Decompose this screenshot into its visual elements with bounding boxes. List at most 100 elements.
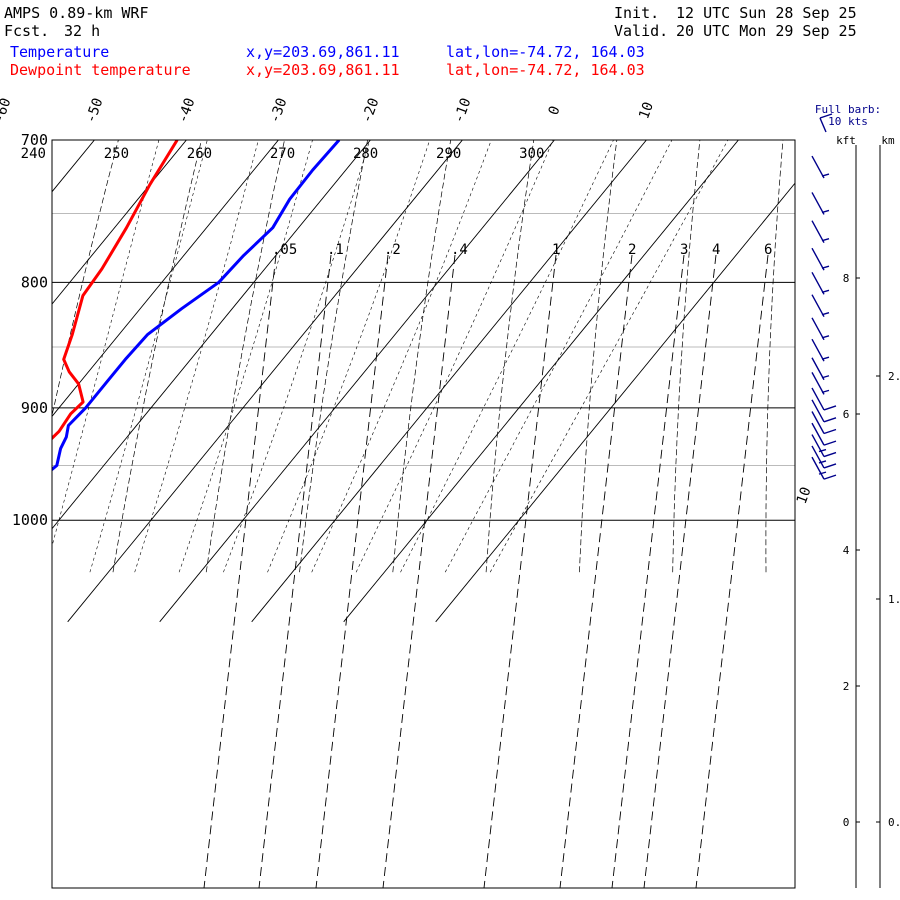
isotherm-label--40: -40 xyxy=(175,96,199,125)
moist-adiabat-20 xyxy=(400,140,614,573)
isotherm-label--20: -20 xyxy=(359,96,383,125)
wind-barb-720 xyxy=(811,155,830,179)
moist-adiabat-30 xyxy=(489,140,729,573)
dewpoint-profile xyxy=(52,140,179,441)
pressure-label-700: 700 xyxy=(21,131,48,149)
dry-adiabat-label-240: 240 xyxy=(21,146,46,162)
moist-adiabat--20 xyxy=(52,140,160,548)
mixing-ratio-line-.05 xyxy=(203,254,277,888)
wind-barb-803 xyxy=(811,271,830,295)
isotherm-30 xyxy=(435,182,795,623)
chart-header: AMPS 0.89-km WRF Fcst. 32 h Init. 12 UTC… xyxy=(0,0,900,90)
mixing-ratio-line-1 xyxy=(483,254,557,888)
dry-adiabat-label-280: 280 xyxy=(353,146,378,162)
dry-adiabat-300 xyxy=(485,140,535,573)
pressure-label-800: 800 xyxy=(21,273,48,291)
dry-adiabat-label-300: 300 xyxy=(519,146,544,162)
moist-adiabat-25 xyxy=(444,140,673,573)
moist-adiabat--15 xyxy=(89,140,208,573)
wind-barb-905 xyxy=(811,399,837,423)
wind-key-line1: Full barb: xyxy=(815,103,881,116)
kft-label-8: 8 xyxy=(843,272,850,285)
dry-adiabat-310 xyxy=(579,140,618,573)
legend-temperature-name: Temperature xyxy=(10,43,110,61)
isotherm-label--30: -30 xyxy=(267,96,291,125)
mixing-ratio-label-6: 6 xyxy=(764,242,772,258)
dry-adiabat-label-290: 290 xyxy=(436,146,461,162)
wind-barb-882 xyxy=(811,372,830,395)
temperature-profile xyxy=(52,140,341,472)
kft-label-0: 0 xyxy=(843,816,850,829)
isotherm-label-inner-10: 10 xyxy=(794,485,815,506)
isotherm--20 xyxy=(52,140,371,530)
km-label-2: 2. xyxy=(888,370,900,383)
wind-barb-820 xyxy=(811,294,830,318)
wind-barb-855 xyxy=(811,338,830,362)
dry-adiabat-label-260: 260 xyxy=(187,146,212,162)
valid-label: Valid. xyxy=(614,22,669,40)
moist-adiabat-10 xyxy=(311,140,492,573)
mixing-ratio-line-.2 xyxy=(315,254,389,888)
km-label-0: 0. xyxy=(888,816,900,829)
dry-adiabat-280 xyxy=(299,140,368,573)
forecast-label: Fcst. xyxy=(4,22,50,40)
mixing-ratio-line-4 xyxy=(643,254,717,888)
wind-barb-785 xyxy=(811,247,830,271)
kft-label-2: 2 xyxy=(843,680,850,693)
km-axis-label: km xyxy=(881,134,895,147)
isotherm-label--60: -60 xyxy=(0,96,14,125)
isotherm--40 xyxy=(52,140,187,305)
dry-adiabat-330 xyxy=(765,140,784,573)
mixing-ratio-label-.1: .1 xyxy=(327,242,344,258)
wind-barb-955 xyxy=(811,456,837,480)
dry-adiabat-320 xyxy=(672,140,701,573)
moist-adiabat-15 xyxy=(355,140,554,573)
km-label-1: 1. xyxy=(888,593,900,606)
dry-adiabat-230 xyxy=(0,0,4,572)
wind-barb-838 xyxy=(811,317,830,341)
isotherm-label-0: 0 xyxy=(546,104,564,117)
dry-adiabat-label-250: 250 xyxy=(104,146,129,162)
forecast-hours: 32 h xyxy=(64,22,101,40)
mixing-ratio-line-3 xyxy=(611,254,685,888)
wind-key-line2: 10 kts xyxy=(828,115,868,128)
legend-temperature-xy: x,y=203.69,861.11 xyxy=(246,43,400,61)
mixing-ratio-label-.05: .05 xyxy=(272,242,297,258)
moist-adiabat-0 xyxy=(223,140,371,573)
wind-barb-915 xyxy=(811,411,837,435)
init-time: 12 UTC Sun 28 Sep 25 xyxy=(676,4,857,22)
mixing-ratio-label-.4: .4 xyxy=(451,242,468,258)
mixing-ratio-line-2 xyxy=(559,254,633,888)
isotherm--30 xyxy=(52,140,279,418)
mixing-ratio-label-.2: .2 xyxy=(384,242,401,258)
pressure-label-900: 900 xyxy=(21,399,48,417)
mixing-ratio-line-6 xyxy=(695,254,769,888)
kft-label-4: 4 xyxy=(843,544,850,557)
wind-barb-895 xyxy=(811,387,837,411)
mixing-ratio-line-.4 xyxy=(382,254,456,888)
mixing-ratio-label-3: 3 xyxy=(680,242,688,258)
pressure-label-1000: 1000 xyxy=(12,511,48,529)
isotherm-label-10: 10 xyxy=(636,100,657,121)
isotherm-0 xyxy=(159,140,555,623)
mixing-ratio-line-.1 xyxy=(258,254,332,888)
init-label: Init. xyxy=(614,4,660,22)
kft-axis-label: kft xyxy=(836,134,856,147)
wind-barb-765 xyxy=(811,220,830,243)
mixing-ratio-label-4: 4 xyxy=(712,242,720,258)
legend-temperature-latlon: lat,lon=-74.72, 164.03 xyxy=(446,43,645,61)
wind-barb-945 xyxy=(811,445,837,469)
isotherm--10 xyxy=(67,140,463,623)
wind-barb-870 xyxy=(811,357,830,381)
plot-frame xyxy=(51,139,796,889)
kft-label-6: 6 xyxy=(843,408,850,421)
wind-key: Full barb:10 kts xyxy=(815,103,881,133)
isotherm-label--50: -50 xyxy=(83,96,107,125)
wind-barb-925 xyxy=(811,422,837,446)
isotherm-label--10: -10 xyxy=(451,96,475,125)
mixing-ratio-label-2: 2 xyxy=(628,242,636,258)
moist-adiabat--5 xyxy=(178,140,313,573)
dry-adiabat-290 xyxy=(392,140,452,573)
moist-adiabat--10 xyxy=(134,140,259,573)
